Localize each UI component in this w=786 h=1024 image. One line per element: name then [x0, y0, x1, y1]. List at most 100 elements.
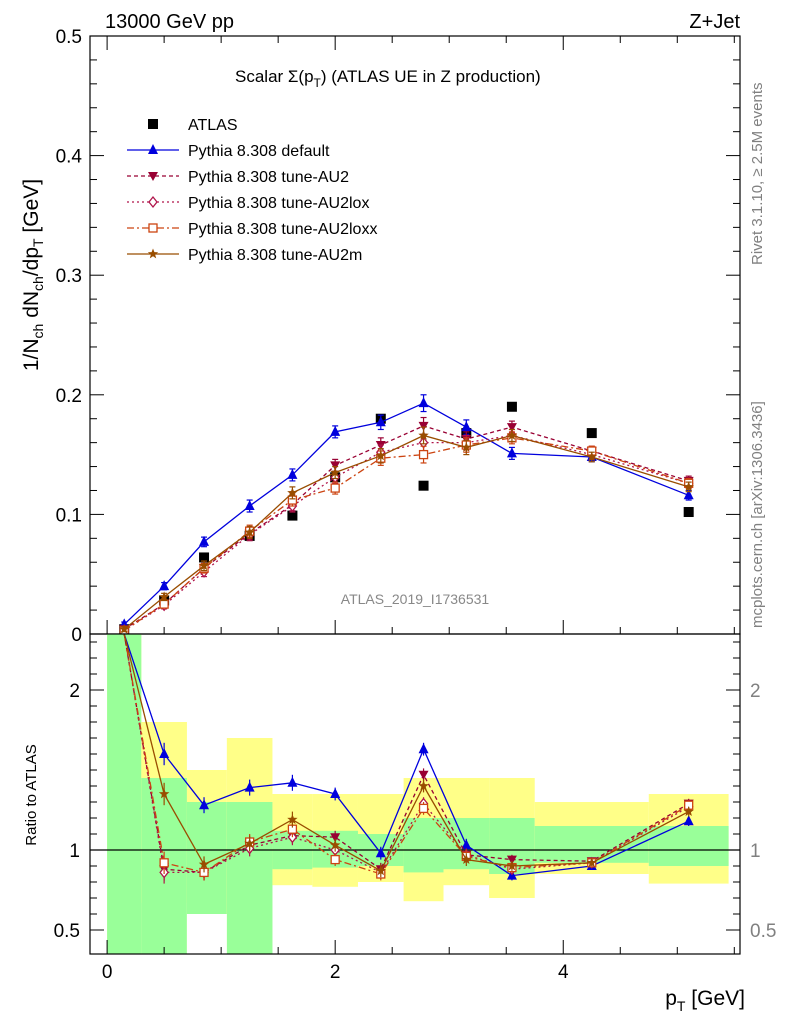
ratio-point-au2m — [418, 780, 429, 791]
header-right: Z+Jet — [689, 11, 740, 33]
data-point-au2m — [329, 467, 341, 477]
uncertainty-band-inner — [107, 634, 142, 954]
main-y-tick-label: 0.1 — [56, 505, 82, 526]
data-point-au2m — [461, 441, 472, 452]
ratio-point-au2m — [244, 838, 255, 848]
main-y-tick-label: 0.4 — [56, 147, 83, 168]
ratio-point-au2m — [683, 806, 694, 816]
data-point-default — [244, 500, 255, 511]
ratio-point-default — [418, 743, 429, 754]
data-point-atlas — [287, 510, 298, 521]
data-point-au2m — [683, 481, 694, 492]
ratio-y-tick-label: 0.5 — [54, 921, 80, 942]
ratio-series-default — [123, 633, 694, 881]
data-point-default — [159, 580, 170, 591]
uncertainty-band-inner — [648, 826, 729, 866]
header-left: 13000 GeV pp — [105, 11, 234, 33]
ratio-x-axis: 0 2 4 — [102, 940, 735, 983]
ratio-point-au2m — [375, 865, 386, 876]
ratio-point-default — [287, 776, 298, 787]
uncertainty-band-inner — [226, 802, 273, 954]
ratio-line-au2loxx — [123, 633, 690, 875]
ratio-point-default — [461, 839, 472, 850]
main-plot-content — [119, 394, 694, 637]
main-panel: 0 0.1 0.2 0.3 0.4 0.5 Scalar Σ(pT) (ATLAS UE … — [20, 27, 741, 646]
ratio-point-au2m — [329, 839, 341, 850]
data-point-au2m — [375, 450, 386, 461]
ratio-point-default — [375, 847, 386, 858]
ratio-y-axis: 0.5 0.5 1 1 2 2 — [54, 641, 776, 942]
data-point-atlas — [506, 401, 517, 412]
ratio-point-au2 — [506, 855, 517, 865]
data-point-au2m — [198, 560, 210, 571]
data-point-au2m — [158, 591, 170, 602]
ratio-point-au2 — [330, 833, 341, 843]
ratio-point-au2m — [198, 858, 210, 869]
ratio-point-default — [330, 788, 341, 798]
analysis-tag: ATLAS_2019_I1736531 — [341, 591, 490, 607]
data-point-au2m — [287, 487, 298, 498]
ratio-point-au2m — [158, 788, 170, 799]
data-point-au2loxx — [159, 599, 169, 609]
ratio-point-au2m — [461, 854, 472, 864]
legend-label-default: Pythia 8.308 default — [188, 143, 330, 160]
ratio-plot-content — [123, 633, 694, 884]
ratio-line-au2lox — [123, 633, 690, 874]
ratio-point-au2loxx — [418, 803, 429, 814]
data-point-default — [375, 416, 386, 427]
ratio-y-tick-label-right: 0.5 — [750, 921, 776, 942]
series-line-au2loxx — [123, 437, 689, 631]
data-point-default — [683, 489, 694, 500]
series-line-au2m — [123, 434, 689, 630]
ratio-line-default — [123, 633, 689, 877]
ratio-point-default — [159, 748, 170, 758]
legend-marker-au2loxx — [148, 223, 158, 233]
data-point-au2 — [506, 423, 517, 433]
x-tick-label: 4 — [558, 962, 569, 983]
data-point-default — [418, 397, 429, 408]
ratio-point-au2m — [506, 860, 518, 871]
band-gap — [186, 914, 227, 954]
ratio-point-default — [199, 799, 210, 810]
main-y-axis: 0 0.1 0.2 0.3 0.4 0.5 — [56, 27, 740, 646]
legend: ATLAS Pythia 8.308 default Pythia 8.308 tu… — [127, 117, 377, 264]
legend-marker-default — [148, 144, 158, 154]
legend-marker-au2 — [148, 172, 158, 181]
data-point-default — [461, 421, 472, 432]
data-point-au2loxx — [330, 483, 340, 493]
data-point-atlas — [418, 480, 429, 491]
data-point-default — [506, 447, 517, 458]
main-y-tick-label: 0.3 — [56, 266, 82, 287]
series-default — [119, 394, 694, 629]
legend-label-au2loxx: Pythia 8.308 tune-AU2loxx — [188, 221, 377, 238]
data-point-au2loxx — [418, 449, 429, 460]
ratio-point-au2loxx — [159, 858, 169, 868]
main-y-tick-label: 0 — [71, 625, 82, 646]
data-point-au2m — [244, 526, 255, 537]
legend-label-au2: Pythia 8.308 tune-AU2 — [188, 169, 349, 186]
mcplots-side-text: mcplots.cern.ch [arXiv:1306.3436] — [749, 401, 766, 628]
data-point-atlas — [199, 552, 210, 563]
ratio-line-au2m — [123, 633, 690, 872]
ratio-panel: 0.5 0.5 1 1 2 2 0 2 4 Ratio to ATLAS pT [GeV] — [23, 633, 776, 1014]
ratio-point-au2m — [586, 857, 597, 868]
rivet-side-text: Rivet 3.1.10, ≥ 2.5M events — [749, 83, 766, 266]
data-point-atlas — [586, 428, 597, 439]
ratio-point-default — [683, 815, 694, 826]
ratio-point-au2 — [418, 770, 429, 780]
uncertainty-band-inner — [534, 826, 649, 863]
data-point-au2 — [330, 461, 341, 471]
data-point-atlas — [683, 507, 694, 518]
data-point-au2m — [418, 430, 429, 440]
ratio-series-au2m — [123, 633, 694, 878]
data-point-au2 — [418, 421, 429, 431]
main-y-tick-label: 0.2 — [56, 386, 82, 407]
legend-label-au2m: Pythia 8.308 tune-AU2m — [188, 247, 362, 264]
main-x-ticks — [106, 36, 735, 634]
series-line-au2lox — [123, 434, 689, 631]
ratio-y-tick-label: 1 — [69, 841, 80, 862]
ratio-y-tick-label: 2 — [69, 681, 80, 702]
legend-marker-au2m — [147, 248, 159, 259]
ratio-point-default — [244, 781, 255, 792]
